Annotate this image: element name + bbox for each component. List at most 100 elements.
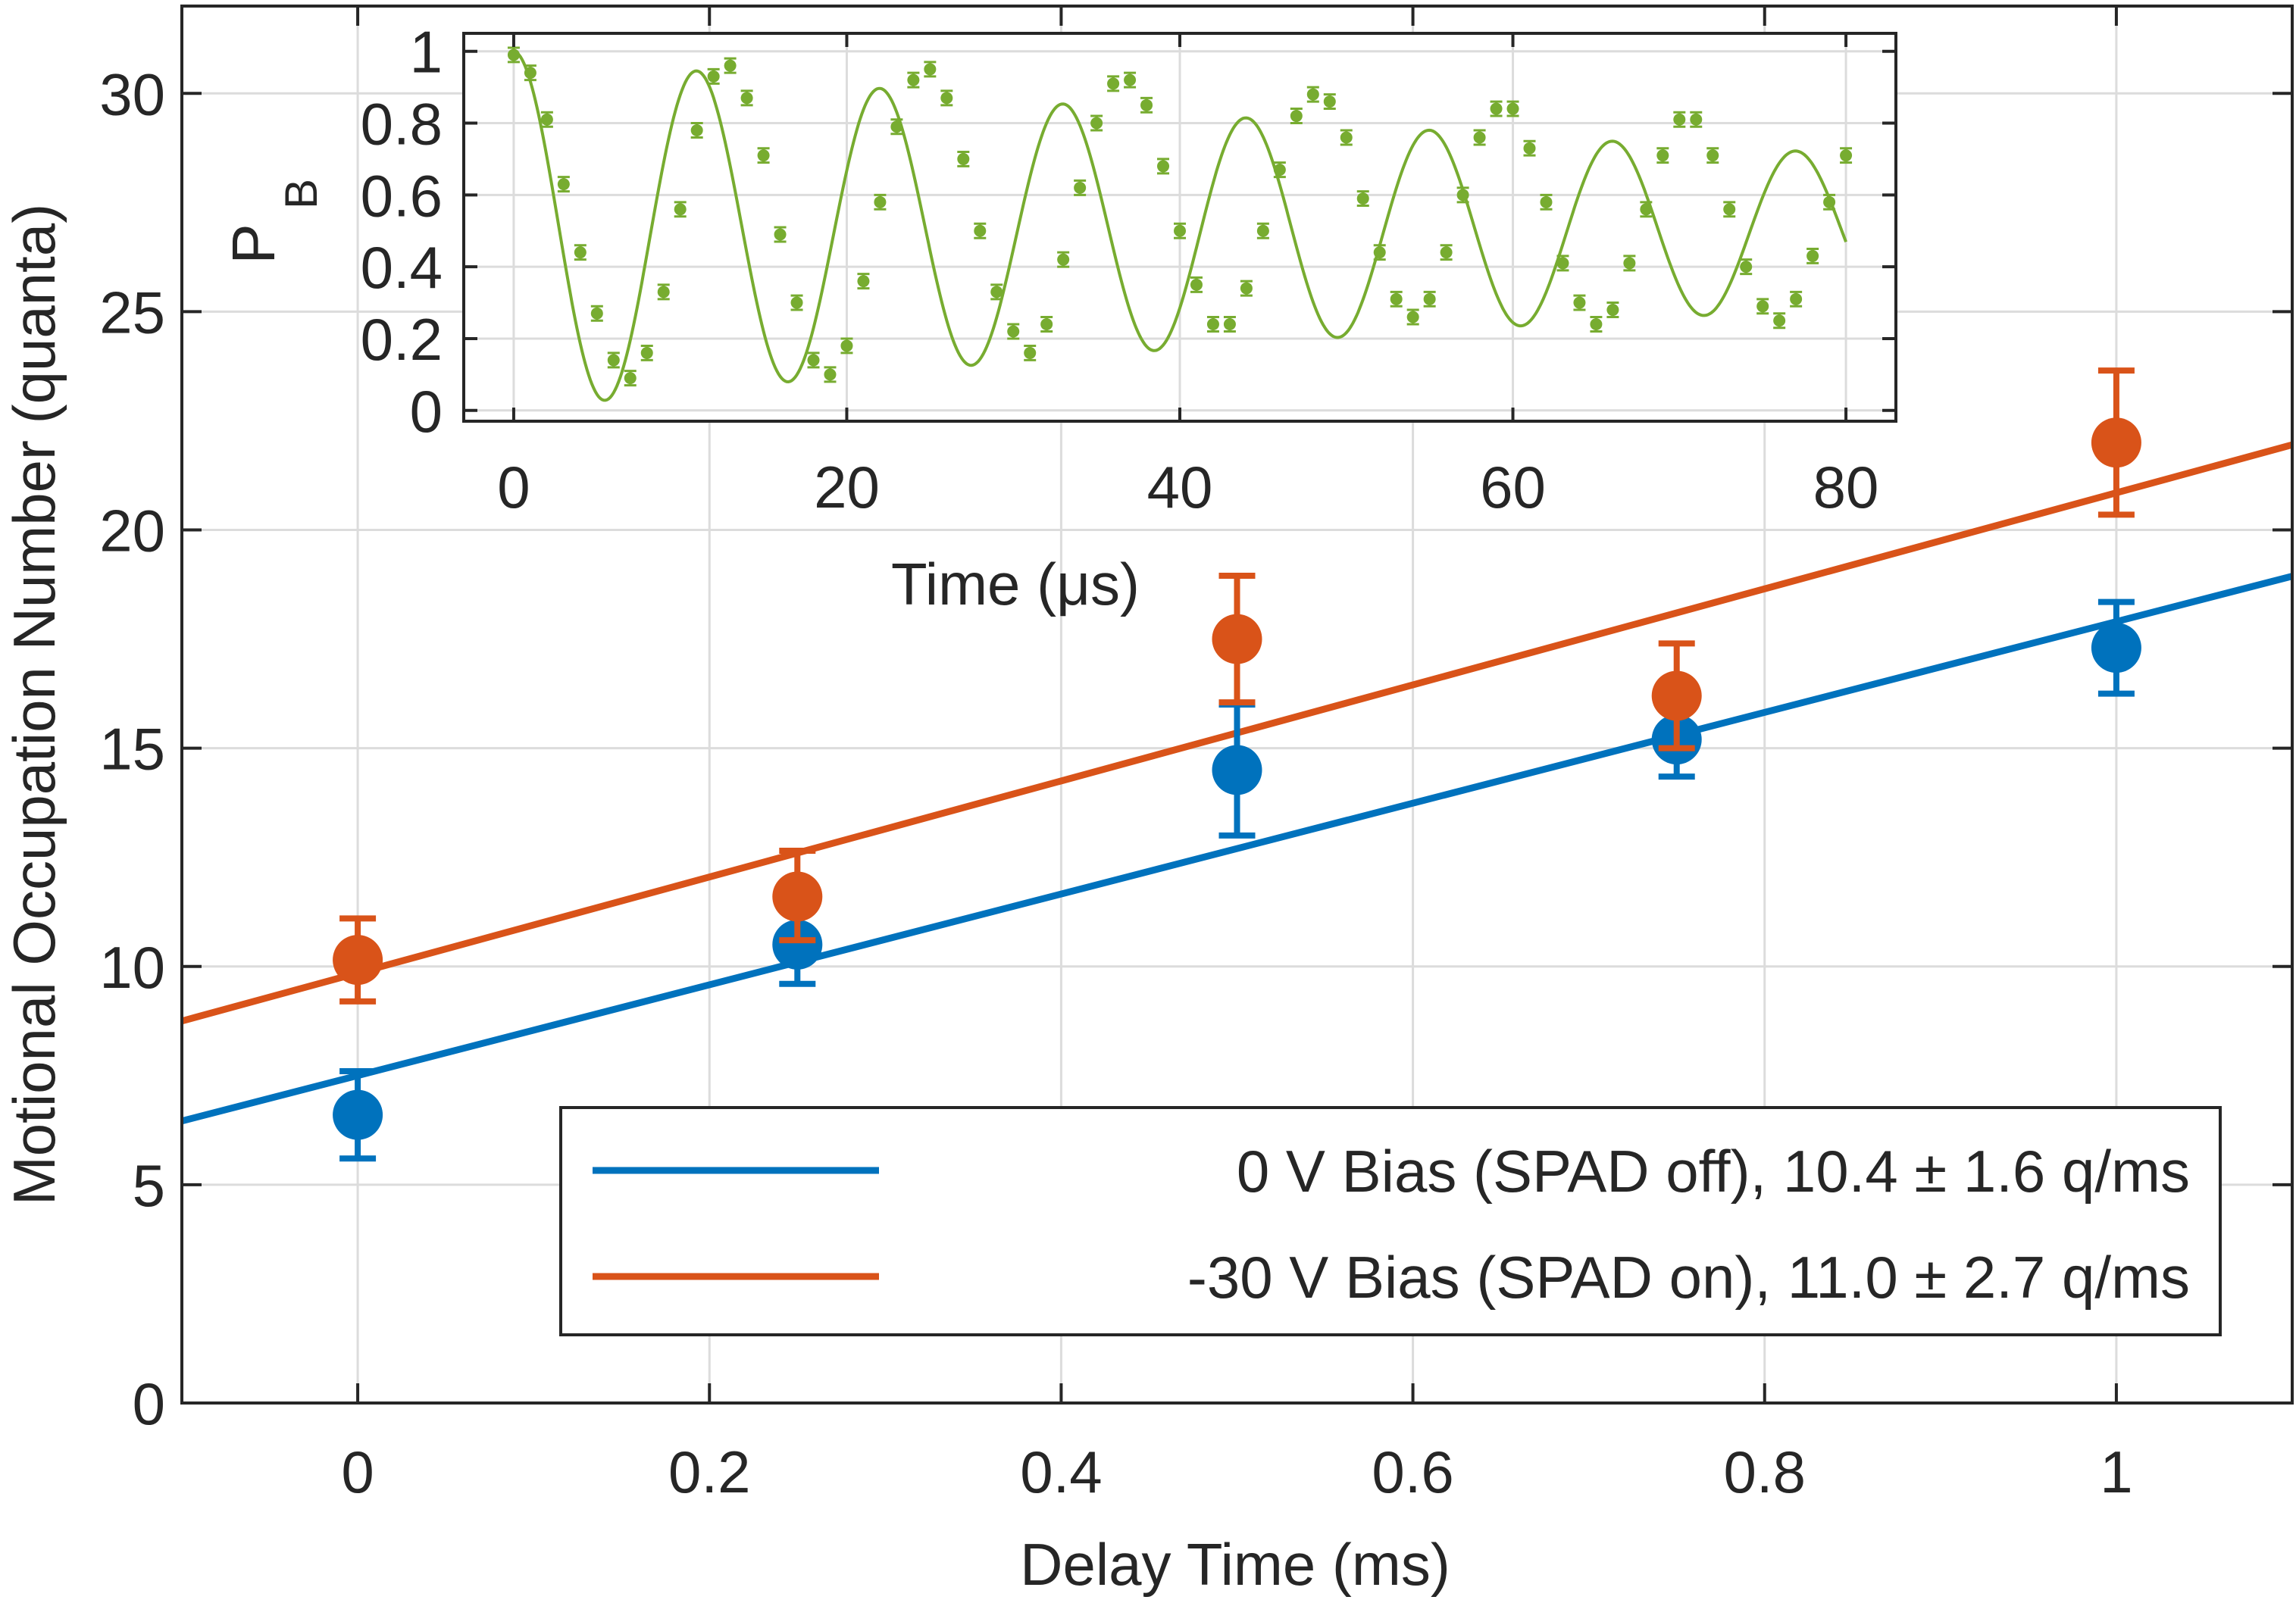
inset-y-tick-label-2: 0.4 [361, 234, 443, 301]
inset-y-tick-label-0: 0 [410, 378, 443, 445]
marker [1490, 102, 1503, 115]
marker [624, 372, 637, 385]
marker [757, 149, 770, 162]
inset-y-tick-label-4: 0.8 [361, 91, 443, 158]
inset-data-point-62 [1540, 193, 1553, 211]
marker [940, 92, 953, 105]
inset-data-point-35 [1090, 114, 1103, 132]
marker [1007, 325, 1020, 338]
marker [1723, 203, 1736, 216]
marker [333, 935, 383, 986]
marker [1190, 278, 1203, 291]
inset-data-point-1 [524, 64, 536, 82]
inset-x-tick-label-4: 80 [1813, 454, 1879, 520]
marker [1074, 181, 1087, 194]
inset-data-point-38 [1140, 96, 1153, 114]
legend-label-series-2: -30 V Bias (SPAD on), 11.0 ± 2.7 q/ms [1187, 1244, 2190, 1311]
inset-data-point-15 [757, 147, 770, 164]
marker [1651, 670, 1702, 721]
marker [1806, 249, 1819, 262]
inset-data-point-32 [1040, 316, 1053, 333]
inset-data-point-27 [957, 150, 970, 167]
marker [724, 59, 737, 72]
inset-data-point-39 [1157, 158, 1170, 175]
marker [1523, 142, 1536, 155]
inset-data-point-26 [940, 89, 953, 107]
inset-data-point-45 [1256, 222, 1269, 239]
inset-data-point-71 [1690, 111, 1703, 128]
inset-y-ticks: 00.20.40.60.81 [361, 19, 1896, 445]
inset-data-point-55 [1423, 290, 1436, 308]
inset-data-point-69 [1656, 147, 1669, 164]
marker [674, 203, 687, 216]
marker [333, 1089, 383, 1140]
inset-data-point-61 [1523, 139, 1536, 157]
main-x-tick-label-1: 0.2 [668, 1439, 750, 1505]
inset-data-point-33 [1057, 251, 1070, 268]
inset-x-tick-label-3: 60 [1480, 454, 1546, 520]
marker [1223, 318, 1236, 330]
data-point-series-1-0 [333, 1068, 383, 1162]
inset-data-point-76 [1773, 312, 1786, 330]
inset-data-point-66 [1606, 302, 1619, 319]
marker [1540, 195, 1553, 208]
main-y-tick-label-4: 20 [99, 498, 165, 564]
inset-data-point-4 [574, 244, 587, 261]
main-y-tick-label-1: 5 [133, 1152, 165, 1219]
inset-y-axis-label-sub: B [276, 179, 327, 209]
inset-data-point-58 [1473, 129, 1486, 146]
inset-data-point-6 [607, 352, 620, 369]
inset-data-point-59 [1490, 100, 1503, 117]
inset-data-point-12 [707, 67, 720, 85]
marker [1323, 95, 1336, 108]
marker [540, 113, 553, 126]
inset-data-point-7 [624, 370, 637, 387]
inset-data-point-46 [1273, 161, 1286, 179]
marker [1590, 318, 1603, 330]
inset-data-point-34 [1074, 179, 1087, 196]
marker [1456, 189, 1469, 202]
marker [1212, 745, 1262, 795]
marker [907, 73, 920, 86]
inset-data-point-18 [807, 352, 820, 369]
main-y-tick-label-5: 25 [99, 279, 165, 345]
marker [1573, 296, 1586, 309]
inset-data-point-74 [1740, 258, 1753, 276]
marker [1606, 304, 1619, 317]
marker [772, 871, 823, 922]
inset-data-point-8 [640, 344, 653, 361]
marker [1740, 261, 1753, 273]
main-x-tick-label-5: 1 [2100, 1439, 2132, 1505]
inset-data-point-25 [924, 61, 937, 78]
marker [957, 152, 970, 165]
main-y-axis-label: Motional Occupation Number (quanta) [1, 204, 67, 1205]
inset-data-point-47 [1290, 108, 1303, 125]
marker [557, 178, 570, 191]
marker [990, 286, 1003, 298]
marker [1174, 224, 1186, 237]
data-point-series-1-4 [2091, 598, 2141, 697]
marker [1306, 88, 1319, 101]
main-axes-frame [180, 5, 2294, 1405]
main-y-ticks: 0 5 10 15 20 25 30 [99, 61, 2292, 1437]
marker [1823, 195, 1836, 208]
inset-data-point-20 [840, 337, 853, 355]
marker [1140, 98, 1153, 111]
inset-data-point-42 [1206, 316, 1219, 333]
marker [1390, 292, 1403, 305]
inset-data-point-31 [1024, 344, 1037, 361]
inset-data-point-2 [540, 111, 553, 128]
marker [840, 339, 853, 352]
data-point-series-2-3 [1651, 640, 1702, 752]
data-point-series-2-1 [772, 848, 823, 944]
inset-data-point-79 [1823, 193, 1836, 211]
marker [507, 48, 520, 61]
marker [1756, 300, 1769, 313]
inset-data-point-57 [1456, 186, 1469, 204]
marker [1240, 282, 1253, 295]
legend: 0 V Bias (SPAD off), 10.4 ± 1.6 q/ms -30… [559, 1106, 2222, 1336]
marker [1373, 246, 1386, 259]
inset-y-tick-label-3: 0.6 [361, 162, 443, 229]
inset-data-point-44 [1240, 280, 1253, 297]
marker [574, 246, 587, 259]
